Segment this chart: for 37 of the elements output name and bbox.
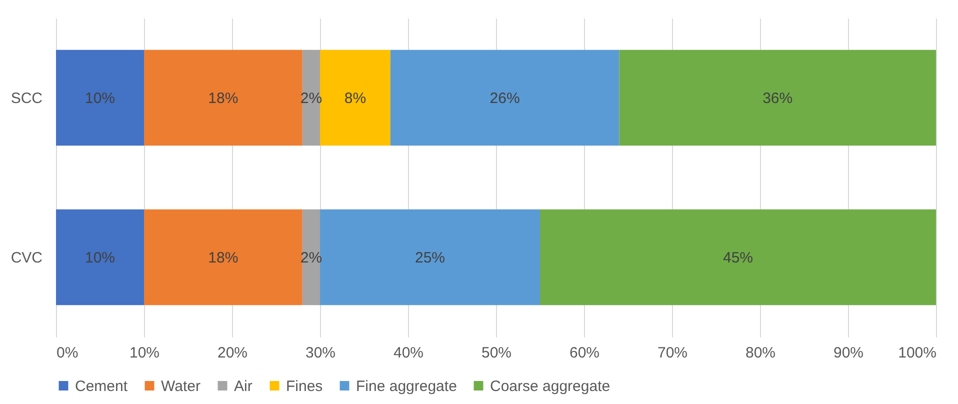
bar — [390, 50, 620, 146]
legend-label: Fines — [286, 378, 323, 395]
x-tick-label: 50% — [481, 344, 512, 362]
x-tick-label: 100% — [898, 344, 936, 362]
x-tick-label: 60% — [569, 344, 600, 362]
bar — [56, 209, 144, 306]
data-label: 45% — [722, 249, 754, 266]
bar — [56, 50, 144, 146]
data-label: 36% — [762, 90, 793, 107]
legend-label: Air — [234, 378, 252, 395]
bar — [320, 50, 390, 146]
data-label: 10% — [84, 90, 116, 107]
x-tick-label: 10% — [129, 344, 160, 362]
data-label: 8% — [344, 90, 366, 107]
x-tick-label: 30% — [305, 344, 336, 362]
data-label: 10% — [84, 249, 116, 266]
x-tick-label: 20% — [217, 344, 248, 362]
data-label: 18% — [208, 90, 238, 107]
legend-label: Water — [161, 378, 200, 395]
y-tick-label: SCC — [10, 90, 43, 107]
x-tick-label: 70% — [657, 344, 688, 362]
bar — [320, 209, 540, 306]
bar — [619, 50, 936, 146]
bar — [540, 209, 936, 306]
legend-label: Coarse aggregate — [490, 378, 610, 395]
legend-label: Cement — [75, 378, 128, 395]
data-label: 26% — [490, 90, 520, 107]
y-tick-label: CVC — [10, 249, 43, 266]
x-tick-label: 40% — [393, 344, 424, 362]
bar — [144, 50, 302, 146]
bar — [144, 209, 302, 306]
x-tick-label: 90% — [833, 344, 864, 362]
x-tick-label: 0% — [56, 344, 78, 362]
data-label: 25% — [414, 249, 446, 266]
legend-label: Fine aggregate — [356, 378, 457, 395]
x-tick-label: 80% — [745, 344, 776, 362]
data-label: 18% — [208, 249, 238, 266]
